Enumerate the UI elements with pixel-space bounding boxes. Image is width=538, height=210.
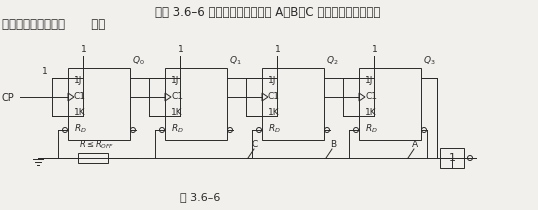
- Text: 1: 1: [178, 45, 184, 54]
- Text: 1K: 1K: [171, 108, 182, 117]
- Text: 1K: 1K: [268, 108, 280, 117]
- Text: 实现的功能分别为（       ）。: 实现的功能分别为（ ）。: [2, 18, 105, 31]
- Text: 1K: 1K: [74, 108, 86, 117]
- Bar: [165, 68, 227, 140]
- Text: 1J: 1J: [365, 76, 373, 85]
- Text: CP: CP: [2, 93, 15, 103]
- Text: 1K: 1K: [365, 108, 377, 117]
- Text: 1: 1: [372, 45, 378, 54]
- Text: $Q_1$: $Q_1$: [229, 55, 242, 67]
- Bar: [440, 148, 464, 168]
- Text: 图 3.6–6: 图 3.6–6: [180, 192, 220, 202]
- Text: C1: C1: [268, 92, 280, 101]
- Text: $R_D$: $R_D$: [365, 122, 378, 134]
- Text: C1: C1: [74, 92, 86, 101]
- Text: $R_D$: $R_D$: [74, 122, 87, 134]
- Text: 1: 1: [275, 45, 281, 54]
- Text: 1: 1: [449, 153, 456, 163]
- Text: $R_D$: $R_D$: [171, 122, 184, 134]
- Text: 1J: 1J: [74, 76, 82, 85]
- Text: C1: C1: [171, 92, 183, 101]
- Text: 1: 1: [43, 67, 48, 76]
- Text: B: B: [330, 140, 336, 149]
- Bar: [359, 68, 421, 140]
- Text: A: A: [412, 140, 418, 149]
- Bar: [78, 153, 108, 163]
- Text: $R\leq R_{OFF}$: $R\leq R_{OFF}$: [79, 139, 115, 151]
- Bar: [262, 68, 324, 140]
- Text: 1J: 1J: [171, 76, 179, 85]
- Text: C1: C1: [365, 92, 377, 101]
- Bar: [68, 68, 130, 140]
- Text: 1: 1: [81, 45, 87, 54]
- Text: $Q_3$: $Q_3$: [423, 55, 436, 67]
- Text: $R_D$: $R_D$: [268, 122, 281, 134]
- Text: $Q_2$: $Q_2$: [326, 55, 338, 67]
- Text: C: C: [252, 140, 258, 149]
- Text: 1J: 1J: [268, 76, 277, 85]
- Text: $Q_0$: $Q_0$: [132, 55, 145, 67]
- Text: 在图 3.6–6 所示电路中，当开关 A、B、C 分别闭合时，电路所: 在图 3.6–6 所示电路中，当开关 A、B、C 分别闭合时，电路所: [155, 6, 380, 19]
